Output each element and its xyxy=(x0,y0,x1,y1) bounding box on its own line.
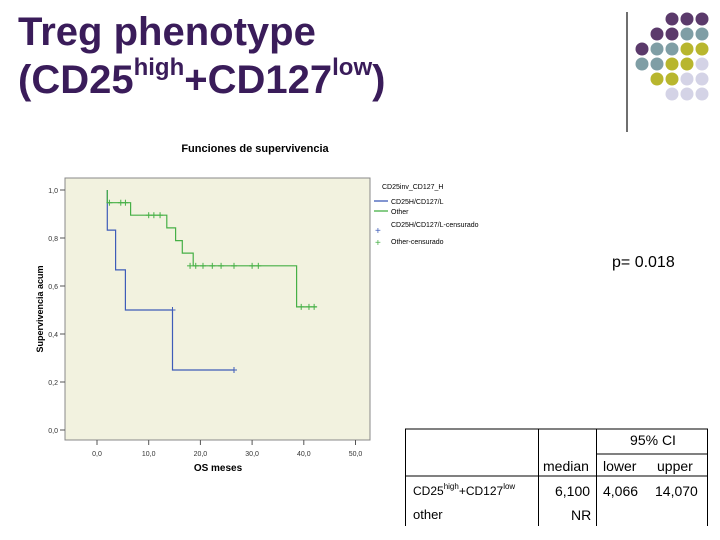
censor-mark xyxy=(298,303,305,310)
table-row-label-cd25: CD25high+CD127low xyxy=(413,482,516,499)
table-row-label-other: other xyxy=(413,507,443,522)
x-tick-label: 20,0 xyxy=(194,451,208,458)
censor-mark xyxy=(209,262,216,269)
censor-mark xyxy=(231,367,238,373)
censor-mark xyxy=(157,212,164,219)
y-axis-label: Supervivencia acum xyxy=(35,265,45,352)
y-tick-label: 0,8 xyxy=(48,236,58,243)
title-sup-high: high xyxy=(133,54,185,81)
table-cell-median-other: NR xyxy=(571,507,592,523)
p-value: p= 0.018 xyxy=(612,254,675,271)
censor-mark xyxy=(231,262,238,269)
series-layer xyxy=(106,190,318,373)
km-curve-other xyxy=(106,190,317,308)
km-curve-cd25 xyxy=(106,190,234,371)
legend-item-cd25: CD25H/CD127/L xyxy=(391,199,444,206)
table-grid-lines xyxy=(405,428,708,526)
censor-mark xyxy=(169,307,176,313)
x-axis-label: OS meses xyxy=(194,463,243,474)
title-line-2-part-b: +CD127 xyxy=(184,58,333,102)
legend-marker-other-censored: + xyxy=(375,238,381,249)
title-line-1: Treg phenotype xyxy=(18,10,316,54)
censor-mark xyxy=(311,303,318,310)
title-sup-low: low xyxy=(332,54,373,81)
table-header-median: median xyxy=(543,458,589,474)
censor-mark xyxy=(122,199,129,206)
title-line-2-part-c: ) xyxy=(372,58,386,102)
plot-area-bg xyxy=(64,177,371,441)
censor-mark xyxy=(106,199,113,206)
legend-item-other: Other xyxy=(391,209,409,216)
y-tick-label: 0,6 xyxy=(48,284,58,291)
x-tick-label: 10,0 xyxy=(142,451,156,458)
y-tick-label: 0,0 xyxy=(48,428,58,435)
censor-mark xyxy=(218,262,225,269)
y-tick-label: 0,2 xyxy=(48,380,58,387)
y-tick-label: 0,4 xyxy=(48,332,58,339)
slide-title: Treg phenotype (CD25high+CD127low) xyxy=(18,8,385,104)
censor-mark xyxy=(145,212,152,219)
table-header-lower: lower xyxy=(603,458,637,474)
y-axis-ticks: 0,0 0,2 0,4 0,6 0,8 1,0 xyxy=(48,188,65,435)
x-tick-label: 50,0 xyxy=(349,451,363,458)
chart-title: Funciones de supervivencia xyxy=(181,143,329,155)
censor-mark xyxy=(305,303,312,310)
table-cell-lower-cd25: 4,066 xyxy=(603,483,639,499)
x-tick-label: 40,0 xyxy=(297,451,311,458)
decorative-divider xyxy=(626,12,628,132)
x-tick-label: 0,0 xyxy=(92,451,102,458)
x-tick-label: 30,0 xyxy=(245,451,259,458)
table-header-upper: upper xyxy=(657,458,693,474)
censor-mark xyxy=(249,262,256,269)
censor-mark xyxy=(199,262,206,269)
legend-item-other-censored: Other-censurado xyxy=(391,239,444,246)
legend-title: CD25inv_CD127_H xyxy=(382,184,443,191)
legend-marker-cd25-censored: + xyxy=(375,226,381,237)
table-header-ci: 95% CI xyxy=(630,432,676,448)
chart-legend: CD25inv_CD127_H CD25H/CD127/L Other + CD… xyxy=(374,184,479,249)
censor-mark xyxy=(150,212,157,219)
x-axis-ticks: 0,0 10,0 20,0 30,0 40,0 50,0 xyxy=(92,440,362,458)
table-cell-upper-cd25: 14,070 xyxy=(655,483,698,499)
legend-item-cd25-censored: CD25H/CD127/L-censurado xyxy=(391,222,479,229)
table-cell-median-cd25: 6,100 xyxy=(555,483,591,499)
censor-mark xyxy=(187,262,194,269)
y-tick-label: 1,0 xyxy=(48,188,58,195)
censor-mark xyxy=(192,262,199,269)
censor-mark xyxy=(255,262,262,269)
title-line-2-part-a: (CD25 xyxy=(18,58,134,102)
